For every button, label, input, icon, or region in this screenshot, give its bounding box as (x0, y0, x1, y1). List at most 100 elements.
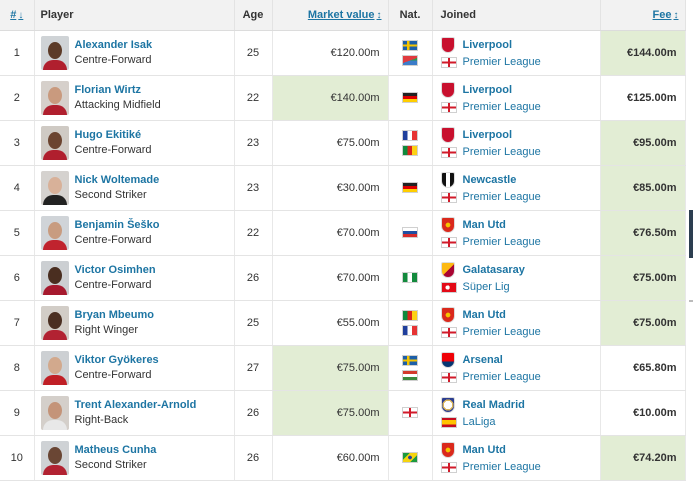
league-name-link[interactable]: Premier League (462, 236, 541, 248)
col-header-nationality: Nat. (388, 0, 433, 31)
player-photo[interactable] (40, 260, 69, 295)
england-flag-icon (440, 101, 457, 113)
sort-icon: ↕ (376, 9, 382, 21)
age-cell: 22 (234, 75, 273, 121)
player-position: Centre-Forward (74, 233, 152, 246)
fee-link[interactable]: €74.20m (600, 435, 686, 481)
galatasaray-crest-icon[interactable] (440, 262, 455, 278)
player-name-link[interactable]: Bryan Mbeumo (74, 308, 154, 321)
player-photo[interactable] (40, 215, 69, 250)
player-name-link[interactable]: Florian Wirtz (74, 83, 142, 96)
league-name-link[interactable]: Premier League (462, 326, 541, 338)
fee-link[interactable]: €125.00m (600, 75, 686, 121)
league-name-link[interactable]: Premier League (462, 461, 541, 473)
liverpool-crest-icon[interactable] (440, 127, 455, 143)
club-name-link[interactable]: Liverpool (462, 129, 513, 141)
player-cell: Florian Wirtz Attacking Midfield (34, 75, 235, 121)
club-name-link[interactable]: Man Utd (462, 219, 506, 231)
man-utd-crest-icon[interactable] (440, 217, 455, 233)
table-row: 9 Trent Alexander-Arnold Right-Back 26 €… (0, 390, 686, 436)
league-name-link[interactable]: Süper Lig (462, 281, 510, 293)
nationality-cell (388, 210, 433, 256)
table-row: 4 Nick Woltemade Second Striker 23 €30.0… (0, 165, 686, 211)
fee-link[interactable]: €95.00m (600, 120, 686, 166)
col-header-age: Age (234, 0, 273, 31)
col-header-fee[interactable]: Fee ↕ (600, 0, 686, 31)
table-row: 8 Viktor Gyökeres Centre-Forward 27 €75.… (0, 345, 686, 391)
england-flag-icon (440, 371, 457, 383)
table-row: 7 Bryan Mbeumo Right Winger 25 €55.00m M… (0, 300, 686, 346)
player-photo[interactable] (40, 395, 69, 430)
player-position: Attacking Midfield (74, 98, 161, 111)
club-name-link[interactable]: Arsenal (462, 354, 503, 366)
player-name-link[interactable]: Benjamin Šeško (74, 218, 160, 231)
page-edge-strip (689, 210, 693, 258)
fee-link[interactable]: €10.00m (600, 390, 686, 436)
liverpool-crest-icon[interactable] (440, 82, 455, 98)
player-name-link[interactable]: Matheus Cunha (74, 443, 157, 456)
liverpool-crest-icon[interactable] (440, 37, 455, 53)
joined-cell: Man Utd Premier League (432, 435, 601, 481)
league-name-link[interactable]: Premier League (462, 146, 541, 158)
fee-link[interactable]: €75.00m (600, 300, 686, 346)
league-name-link[interactable]: Premier League (462, 371, 541, 383)
player-photo[interactable] (40, 125, 69, 160)
player-photo[interactable] (40, 305, 69, 340)
sweden-flag-icon (402, 39, 418, 51)
player-name-link[interactable]: Trent Alexander-Arnold (74, 398, 197, 411)
england-flag-icon (440, 461, 457, 473)
joined-cell: Man Utd Premier League (432, 210, 601, 256)
fee-link[interactable]: €75.00m (600, 255, 686, 301)
rank-cell: 7 (0, 300, 35, 346)
real-madrid-crest-icon[interactable] (440, 397, 455, 413)
eritrea-flag-icon (402, 54, 418, 66)
club-name-link[interactable]: Newcastle (462, 174, 517, 186)
player-photo[interactable] (40, 440, 69, 475)
joined-cell: Real Madrid LaLiga (432, 390, 601, 436)
age-cell: 25 (234, 300, 273, 346)
col-header-market-value[interactable]: Market value ↕ (272, 0, 389, 31)
club-name-link[interactable]: Real Madrid (462, 399, 525, 411)
player-photo[interactable] (40, 35, 69, 70)
man-utd-crest-icon[interactable] (440, 442, 455, 458)
nationality-cell (388, 300, 433, 346)
england-flag-icon (440, 146, 457, 158)
fee-link[interactable]: €144.00m (600, 30, 686, 76)
nationality-cell (388, 345, 433, 391)
player-cell: Benjamin Šeško Centre-Forward (34, 210, 235, 256)
player-photo[interactable] (40, 350, 69, 385)
player-name-link[interactable]: Victor Osimhen (74, 263, 156, 276)
brazil-flag-icon (402, 452, 418, 463)
player-name-link[interactable]: Hugo Ekitiké (74, 128, 142, 141)
table-header-row: # ↓ Player Age Market value ↕ Nat. Joined … (0, 0, 686, 31)
age-cell: 26 (234, 390, 273, 436)
turkey-flag-icon (440, 281, 457, 293)
rank-cell: 1 (0, 30, 35, 76)
fee-link[interactable]: €65.80m (600, 345, 686, 391)
man-utd-crest-icon[interactable] (440, 307, 455, 323)
rank-cell: 5 (0, 210, 35, 256)
club-name-link[interactable]: Liverpool (462, 39, 513, 51)
fee-link[interactable]: €76.50m (600, 210, 686, 256)
club-name-link[interactable]: Galatasaray (462, 264, 525, 276)
player-photo[interactable] (40, 170, 69, 205)
arsenal-crest-icon[interactable] (440, 352, 455, 368)
club-name-link[interactable]: Man Utd (462, 444, 506, 456)
england-flag-icon (440, 326, 457, 338)
player-name-link[interactable]: Nick Woltemade (74, 173, 160, 186)
player-name-link[interactable]: Viktor Gyökeres (74, 353, 159, 366)
league-name-link[interactable]: Premier League (462, 191, 541, 203)
player-name-link[interactable]: Alexander Isak (74, 38, 153, 51)
league-name-link[interactable]: LaLiga (462, 416, 496, 428)
nationality-cell (388, 120, 433, 166)
player-photo[interactable] (40, 80, 69, 115)
newcastle-crest-icon[interactable] (440, 172, 455, 188)
club-name-link[interactable]: Liverpool (462, 84, 513, 96)
player-position: Second Striker (74, 458, 147, 471)
league-name-link[interactable]: Premier League (462, 101, 541, 113)
col-header-number[interactable]: # ↓ (0, 0, 35, 31)
club-name-link[interactable]: Man Utd (462, 309, 506, 321)
league-name-link[interactable]: Premier League (462, 56, 541, 68)
fee-link[interactable]: €85.00m (600, 165, 686, 211)
player-cell: Nick Woltemade Second Striker (34, 165, 235, 211)
